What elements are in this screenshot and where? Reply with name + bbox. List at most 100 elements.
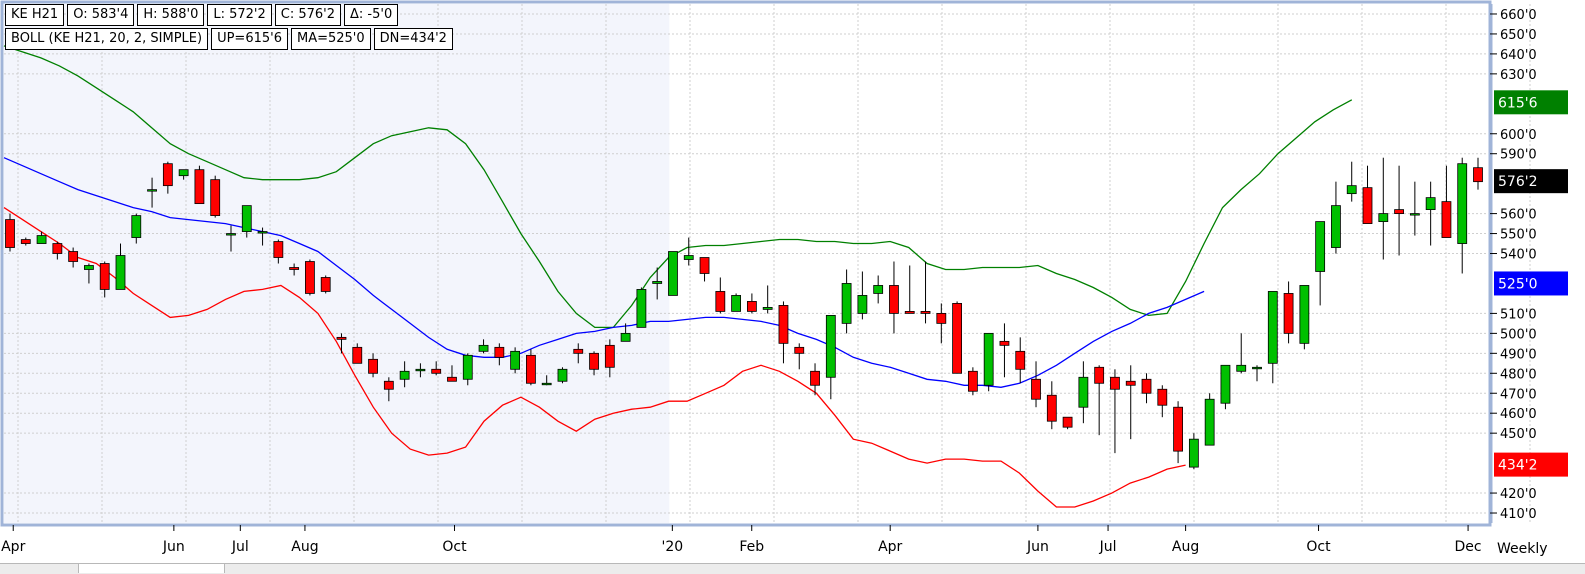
candle: [1157, 385, 1168, 418]
price-tick-label: 590'0: [1500, 148, 1537, 163]
price-tick-label: 640'0: [1500, 48, 1537, 63]
candle-body: [5, 219, 15, 248]
candle-body: [967, 370, 978, 392]
candle: [589, 351, 599, 376]
candle-body: [1283, 293, 1294, 334]
candle-body: [620, 332, 631, 342]
candle-body: [84, 265, 94, 270]
time-tick-label: Apr: [878, 539, 902, 555]
price-tick-label: 660'0: [1500, 8, 1537, 23]
candle-body: [841, 283, 852, 324]
lower-band-box: DN=434'2: [373, 28, 453, 50]
candle-body: [636, 289, 647, 328]
candle: [194, 165, 205, 205]
candle: [336, 333, 347, 354]
candle-body: [494, 346, 505, 358]
candle-body: [1409, 213, 1420, 216]
candle: [1125, 365, 1136, 440]
candle: [904, 265, 915, 314]
symbol-box: KE H21: [5, 4, 65, 26]
candle: [462, 353, 473, 386]
candle-body: [952, 303, 962, 374]
candle: [731, 293, 742, 312]
candle: [857, 271, 868, 320]
period-label[interactable]: Weekly: [1497, 541, 1548, 557]
candle: [825, 314, 836, 400]
last-value-badges: 615'6 576'2 525'0 434'2: [1494, 90, 1568, 477]
candle-body: [999, 340, 1010, 346]
candle-body: [115, 255, 126, 290]
candle: [873, 275, 884, 304]
candle-body: [1267, 291, 1278, 364]
indicator-box[interactable]: BOLL (KE H21, 20, 2, SIMPLE): [5, 28, 209, 50]
candle: [383, 377, 394, 402]
candle: [573, 343, 584, 364]
chart-tab[interactable]: [78, 564, 225, 573]
candle: [1188, 433, 1199, 470]
candle: [1204, 393, 1215, 446]
candle-body: [1425, 197, 1436, 211]
time-tick-label: '20: [662, 539, 684, 555]
candle-body: [399, 370, 410, 380]
time-tick-label: Dec: [1455, 539, 1482, 555]
price-tick-label: 560'0: [1500, 208, 1537, 223]
candle-body: [573, 348, 584, 354]
candle-body: [1362, 187, 1373, 224]
candle: [352, 343, 363, 364]
candle-body: [147, 189, 157, 192]
candle: [147, 177, 157, 208]
candle: [699, 257, 710, 282]
time-tick-label: Aug: [1172, 539, 1199, 555]
candle: [431, 361, 442, 376]
candle-body: [1110, 376, 1120, 390]
candle: [1394, 165, 1404, 256]
candle-body: [320, 277, 331, 292]
candle-body: [1473, 167, 1483, 183]
price-tick-label: 500'0: [1500, 327, 1537, 342]
badge-label: 576'2: [1498, 174, 1537, 190]
candle: [889, 261, 899, 334]
candle: [652, 267, 663, 300]
candle: [683, 237, 694, 266]
candle: [920, 261, 931, 324]
candle-body: [526, 354, 536, 384]
candle-body: [1094, 366, 1105, 384]
band-line-ma: [3, 157, 1205, 388]
candle: [794, 343, 805, 370]
candle-body: [99, 263, 110, 290]
candle: [241, 205, 252, 238]
change-box: Δ: -5'0: [344, 4, 399, 26]
candle-body: [368, 358, 378, 374]
candle-body: [810, 370, 820, 386]
candle: [1031, 361, 1041, 408]
candles: [5, 157, 1483, 470]
candle-body: [1220, 364, 1231, 404]
candle-body: [794, 346, 805, 354]
time-tick-label: Jun: [1026, 539, 1049, 555]
badge-label: 434'2: [1498, 458, 1537, 474]
candle: [5, 213, 15, 252]
middle-band-box: MA=525'0: [290, 28, 371, 50]
candle: [810, 363, 820, 396]
candle: [510, 347, 521, 374]
candle: [557, 367, 568, 384]
candle: [1236, 333, 1247, 374]
candle: [99, 261, 110, 298]
candle-body: [1204, 398, 1215, 446]
last-value-badge-close: 576'2: [1494, 169, 1568, 194]
candle: [526, 349, 536, 386]
candle: [1441, 165, 1452, 238]
candle: [1425, 181, 1436, 246]
candle: [1015, 337, 1026, 384]
candle: [952, 301, 962, 374]
candle-body: [241, 205, 252, 232]
candle: [415, 363, 426, 378]
time-tick-label: Jun: [162, 539, 185, 555]
high-box: H: 588'0: [137, 4, 205, 26]
price-tick-label: 420'0: [1500, 487, 1537, 502]
candle-body: [226, 233, 236, 236]
candle: [746, 293, 757, 314]
candle-body: [1125, 380, 1136, 386]
